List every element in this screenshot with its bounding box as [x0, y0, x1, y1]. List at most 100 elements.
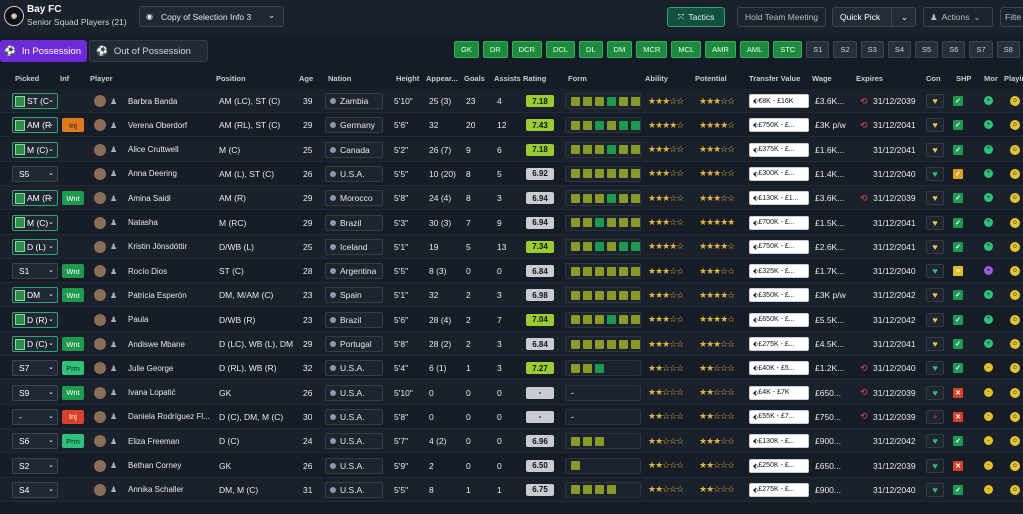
nation[interactable]: Germany — [325, 117, 383, 134]
table-row[interactable]: S2 ⌄ ♟ Bethan Corney GK 26 U.S.A. 5'9" 2 0 0 6.50 ★★… — [0, 453, 1023, 478]
nation[interactable]: Zambia — [325, 93, 383, 109]
player-name[interactable]: Ivana Lopatić — [128, 388, 176, 398]
col-ability[interactable]: Ability — [645, 74, 668, 83]
player-profile-icon[interactable]: ♟ — [110, 436, 118, 446]
player-profile-icon[interactable]: ♟ — [110, 290, 118, 300]
player-profile-icon[interactable]: ♟ — [110, 169, 118, 179]
picked-dropdown[interactable]: S4 ⌄ — [12, 481, 58, 498]
transfer-value[interactable]: ⬖ £650K - £... — [749, 312, 809, 327]
transfer-value[interactable]: ⬖ £55K - £7... — [749, 409, 809, 424]
transfer-value[interactable]: ⬖ £375K - £... — [749, 142, 809, 157]
form-bar[interactable]: - — [565, 408, 641, 425]
player-name[interactable]: Bethan Corney — [128, 461, 182, 470]
transfer-value[interactable]: ⬖ £325K - £... — [749, 264, 809, 279]
form-bar[interactable] — [565, 165, 641, 182]
player-name[interactable]: Patricia Esperón — [128, 290, 187, 300]
form-bar[interactable] — [565, 457, 641, 474]
picked-dropdown[interactable]: D (L) ⌄ — [12, 238, 58, 255]
filter-button[interactable]: Filte — [1000, 7, 1023, 27]
player-profile-icon[interactable]: ♟ — [110, 412, 118, 422]
picked-dropdown[interactable]: S6 ⌄ — [12, 433, 58, 450]
table-row[interactable]: S5 ⌄ ♟ Anna Deering AM (L), ST (C) 26 U.S.A. 5'… — [0, 161, 1023, 186]
player-name[interactable]: Barbra Banda — [128, 96, 178, 106]
table-row[interactable]: S9 ⌄ Wnt ♟ Ivana Lopatić GK 26 U.S.A. 5'10" 0 0 0 - -… — [0, 380, 1023, 405]
picked-dropdown[interactable]: S7 ⌄ — [12, 360, 58, 377]
player-profile-icon[interactable]: ♟ — [110, 315, 118, 325]
player-name[interactable]: Alice Cruttwell — [128, 145, 179, 155]
nation[interactable]: U.S.A. — [325, 165, 383, 182]
tab-out-of-possession[interactable]: ⚽ Out of Possession — [89, 40, 208, 62]
picked-dropdown[interactable]: S9 ⌄ — [12, 384, 58, 401]
picked-dropdown[interactable]: D (R) ⌄ — [12, 311, 58, 328]
hold-team-meeting-button[interactable]: Hold Team Meeting — [737, 7, 826, 27]
picked-dropdown[interactable]: AM (R ⌄ — [12, 117, 58, 134]
picked-dropdown[interactable]: M (C) ⌄ — [12, 141, 58, 158]
position-chip-dcl[interactable]: DCL — [545, 41, 575, 58]
nation[interactable]: Portugal — [325, 336, 383, 352]
tab-in-possession[interactable]: ⚽ In Possession — [0, 40, 87, 62]
position-chip-amr[interactable]: AMR — [705, 41, 736, 58]
player-profile-icon[interactable]: ♟ — [110, 145, 118, 155]
actions-button[interactable]: ♟ Actions ⌄ — [923, 7, 993, 27]
chevron-down-icon[interactable]: ⌄ — [900, 12, 908, 22]
position-chip-s8[interactable]: S8 — [996, 41, 1020, 58]
quick-pick-button[interactable]: Quick Pick ⌄ — [832, 7, 916, 27]
position-chip-mcl[interactable]: MCL — [671, 41, 702, 58]
player-profile-icon[interactable]: ♟ — [110, 218, 118, 227]
nation[interactable]: Iceland — [325, 238, 383, 255]
nation[interactable]: U.S.A. — [325, 408, 383, 425]
transfer-value[interactable]: ⬖ £4K - £7K — [749, 385, 809, 400]
form-bar[interactable]: - — [565, 384, 641, 401]
col-height[interactable]: Height — [396, 74, 420, 83]
table-row[interactable]: D (C) ⌄ Wnt ♟ Andiswe Mbane D (LC), WB (L), D… — [0, 332, 1023, 356]
transfer-value[interactable]: ⬖ £750K - £... — [749, 118, 809, 133]
player-profile-icon[interactable]: ♟ — [110, 120, 118, 130]
transfer-value[interactable]: ⬖ £350K - £... — [749, 288, 809, 303]
transfer-value[interactable]: ⬖ £700K - £... — [749, 215, 809, 230]
col-playing[interactable]: Playin — [1004, 74, 1023, 83]
position-chip-s1[interactable]: S1 — [806, 41, 830, 58]
player-profile-icon[interactable]: ♟ — [110, 363, 118, 373]
nation[interactable]: Argentina — [325, 263, 383, 280]
position-chip-s5[interactable]: S5 — [915, 41, 939, 58]
position-chip-s7[interactable]: S7 — [969, 41, 993, 58]
picked-dropdown[interactable]: D (C) ⌄ — [12, 336, 58, 352]
table-row[interactable]: S1 ⌄ Wnt ♟ Rocío Dios ST (C) 28 Argentina 5'5" 8 … — [0, 259, 1023, 284]
position-chip-s6[interactable]: S6 — [942, 41, 966, 58]
nation[interactable]: Canada — [325, 141, 383, 158]
player-profile-icon[interactable]: ♟ — [110, 96, 118, 106]
col-rating[interactable]: Rating — [523, 74, 547, 83]
player-profile-icon[interactable]: ♟ — [110, 266, 118, 276]
player-name[interactable]: Rocío Dios — [128, 266, 168, 276]
table-row[interactable]: M (C) ⌄ ♟ Alice Cruttwell M (C) 25 Canada 5'2" 2… — [0, 137, 1023, 162]
table-row[interactable]: AM (R ⌄ Wnt ♟ Amina Saidi AM (R) 29 Morocco 5'8"… — [0, 186, 1023, 211]
col-shp[interactable]: SHP — [956, 74, 972, 83]
nation[interactable]: Morocco — [325, 190, 383, 207]
col-potential[interactable]: Potential — [695, 74, 727, 83]
transfer-value[interactable]: ⬖ €8K - £16K — [749, 94, 809, 108]
picked-dropdown[interactable]: S1 ⌄ — [12, 263, 58, 280]
player-name[interactable]: Paula — [128, 315, 149, 325]
table-row[interactable]: - ⌄ Inj ♟ Daniela Rodríguez Fl... D (C), DM, … — [0, 404, 1023, 429]
form-bar[interactable] — [565, 141, 641, 158]
transfer-value[interactable]: ⬖ £250K - £... — [749, 458, 809, 473]
form-bar[interactable] — [565, 433, 641, 450]
player-name[interactable]: Andiswe Mbane — [128, 339, 185, 349]
col-assists[interactable]: Assists — [494, 74, 521, 83]
picked-dropdown[interactable]: S2 ⌄ — [12, 457, 58, 474]
table-row[interactable]: S6 ⌄ Prm ♟ Eliza Freeman D (C) 24 U.S.A. 5'7" 4 (… — [0, 429, 1023, 454]
col-goals[interactable]: Goals — [464, 74, 485, 83]
tactics-button[interactable]: ⤧ Tactics — [667, 7, 725, 27]
nation[interactable]: U.S.A. — [325, 457, 383, 474]
player-name[interactable]: Amina Saidi — [128, 193, 171, 203]
table-row[interactable]: AM (R ⌄ Inj ♟ Verena Oberdorf AM (RL), ST (C)… — [0, 113, 1023, 138]
position-chip-gk[interactable]: GK — [454, 41, 479, 58]
position-chip-aml[interactable]: AML — [739, 41, 770, 58]
picked-dropdown[interactable]: M (C) ⌄ — [12, 214, 58, 231]
position-chip-dcr[interactable]: DCR — [511, 41, 542, 58]
col-nation[interactable]: Nation — [328, 74, 352, 83]
player-name[interactable]: Kristin Jónsdóttir — [128, 242, 188, 252]
col-position[interactable]: Position — [216, 74, 246, 83]
col-form[interactable]: Form — [568, 74, 587, 83]
form-bar[interactable] — [565, 336, 641, 352]
